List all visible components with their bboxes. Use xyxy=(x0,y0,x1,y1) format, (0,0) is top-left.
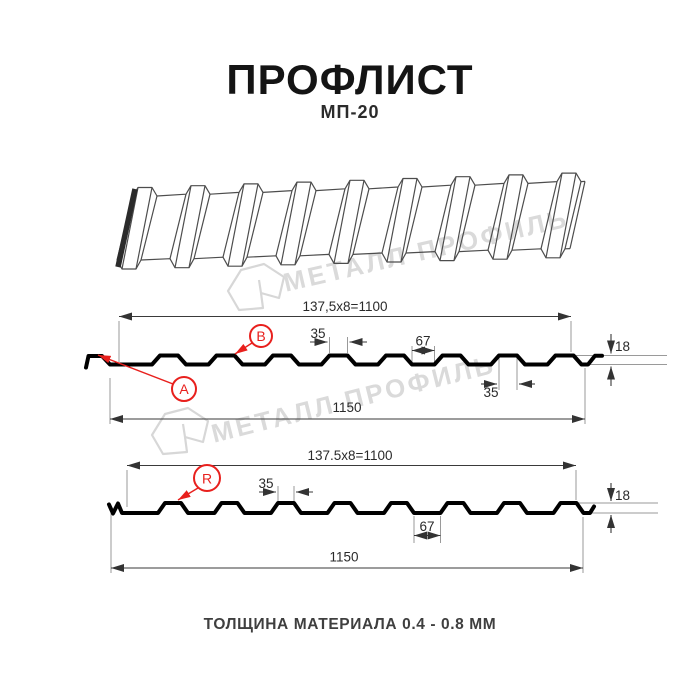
material-thickness-note: ТОЛЩИНА МАТЕРИАЛА 0.4 - 0.8 ММ xyxy=(203,616,497,633)
sheet-3d-drawing xyxy=(115,172,586,270)
dim-total-width: 1150 xyxy=(329,550,358,565)
dim-rib-top-width: 35 xyxy=(258,476,273,491)
dim-pitch: 137,5x8=1100 xyxy=(303,299,388,314)
dim-height: 18 xyxy=(615,488,630,503)
label-b: B xyxy=(256,328,265,344)
dim-height: 18 xyxy=(615,339,630,354)
profile-section-line xyxy=(84,353,604,370)
dim-valley-width: 67 xyxy=(415,334,430,349)
dimension-lines xyxy=(111,461,616,573)
sheet-right-cut-edge xyxy=(569,181,586,249)
metal-profil-logo-icon xyxy=(226,262,286,312)
profile-diagram-bottom: 137.5x8=1100 1150 35 67 18 R xyxy=(107,448,658,573)
label-r: R xyxy=(202,471,212,487)
label-a: A xyxy=(179,381,189,397)
callout-b: B xyxy=(234,324,273,355)
dimension-lines xyxy=(110,312,616,424)
dim-rib-top-width: 35 xyxy=(310,326,325,341)
profile-diagram-top: 137,5x8=1100 1150 35 67 18 35 A B xyxy=(84,299,667,424)
sheet-left-cut-edge xyxy=(115,188,138,268)
sheet-back-edge xyxy=(130,172,586,197)
dim-total-width: 1150 xyxy=(332,400,361,415)
callout-a: A xyxy=(97,354,197,402)
callout-r: R xyxy=(177,464,221,501)
dim-rib-top-width-lower: 35 xyxy=(483,385,498,400)
extension-lines xyxy=(109,321,667,424)
sheet-front-edge xyxy=(116,248,571,270)
sheet-rib-lines xyxy=(116,172,582,270)
page-subtitle: МП-20 xyxy=(320,102,380,122)
dim-valley-width: 67 xyxy=(419,519,434,534)
profile-section-line xyxy=(107,501,596,516)
extension-lines xyxy=(110,470,658,573)
page-title: ПРОФЛИСТ xyxy=(226,56,474,103)
dim-pitch: 137.5x8=1100 xyxy=(308,448,393,463)
